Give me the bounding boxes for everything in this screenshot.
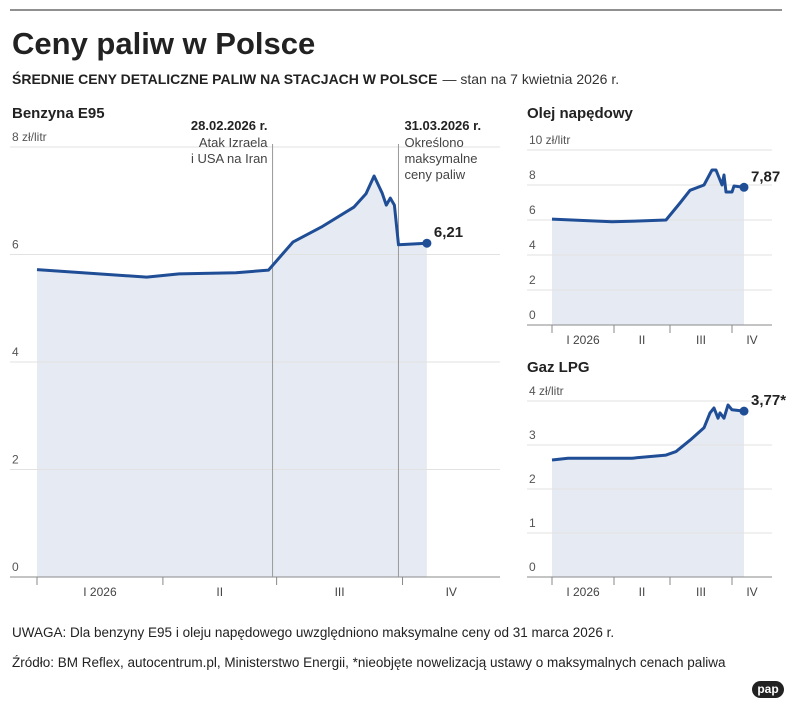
y-tick-label: 6 xyxy=(529,203,536,217)
y-tick-label: 2 xyxy=(12,453,19,467)
end-point xyxy=(739,406,749,416)
y-tick-label: 0 xyxy=(529,560,536,574)
x-tick-label: II xyxy=(639,333,646,347)
y-tick-label: 8 xyxy=(529,168,536,182)
end-label: 3,77* xyxy=(751,392,786,409)
y-tick-label: 4 zł/litr xyxy=(529,384,564,398)
x-tick-label: III xyxy=(335,585,345,599)
x-tick-label: IV xyxy=(746,585,757,599)
note: UWAGA: Dla benzyny E95 i oleju napędoweg… xyxy=(12,625,614,640)
x-tick-label: IV xyxy=(446,585,457,599)
x-tick-label: I 2026 xyxy=(566,585,600,599)
y-tick-label: 4 xyxy=(12,345,19,359)
chart-title: Benzyna E95 xyxy=(12,105,105,122)
subtitle: ŚREDNIE CENY DETALICZNE PALIW NA STACJAC… xyxy=(12,70,619,87)
area xyxy=(552,405,744,577)
x-tick-label: I 2026 xyxy=(83,585,117,599)
x-tick-label: IV xyxy=(746,333,757,347)
annotation-date: 31.03.2026 r. xyxy=(404,118,481,133)
x-tick-label: I 2026 xyxy=(566,333,600,347)
source: Źródło: BM Reflex, autocentrum.pl, Minis… xyxy=(12,655,726,670)
y-tick-label: 0 xyxy=(12,560,19,574)
annotation-text: Określono xyxy=(404,135,463,150)
annotation-text: i USA na Iran xyxy=(191,151,268,166)
line xyxy=(36,174,427,279)
y-tick-label: 0 xyxy=(529,308,536,322)
y-tick-label: 2 xyxy=(529,472,536,486)
annotation-text: maksymalne xyxy=(404,151,477,166)
annotation-text: Atak Izraela xyxy=(199,135,268,150)
x-tick-label: III xyxy=(696,585,706,599)
logo: pap xyxy=(757,682,778,696)
end-point xyxy=(422,238,432,248)
y-tick-label: 4 xyxy=(529,238,536,252)
y-tick-label: 6 xyxy=(12,238,19,252)
x-tick-label: III xyxy=(696,333,706,347)
y-tick-label: 1 xyxy=(529,516,536,530)
area xyxy=(37,176,427,577)
x-tick-label: II xyxy=(216,585,223,599)
annotation-text: ceny paliw xyxy=(404,167,465,182)
y-tick-label: 3 xyxy=(529,428,536,442)
y-tick-label: 2 xyxy=(529,273,536,287)
page-title: Ceny paliw w Polsce xyxy=(12,26,315,61)
annotation-date: 28.02.2026 r. xyxy=(191,118,268,133)
chart-title: Olej napędowy xyxy=(527,105,634,122)
area xyxy=(552,170,744,325)
line xyxy=(551,403,745,462)
subtitle-rest: — stan na 7 kwietnia 2026 r. xyxy=(442,71,619,87)
end-label: 7,87 xyxy=(751,168,780,185)
subtitle-bold: ŚREDNIE CENY DETALICZNE PALIW NA STACJAC… xyxy=(12,70,437,87)
x-tick-label: II xyxy=(639,585,646,599)
logo-badge xyxy=(752,681,784,698)
end-label: 6,21 xyxy=(434,224,463,241)
line xyxy=(551,168,745,224)
y-tick-label: 10 zł/litr xyxy=(529,133,570,147)
chart-title: Gaz LPG xyxy=(527,359,590,376)
end-point xyxy=(739,182,749,192)
y-tick-label: 8 zł/litr xyxy=(12,130,47,144)
